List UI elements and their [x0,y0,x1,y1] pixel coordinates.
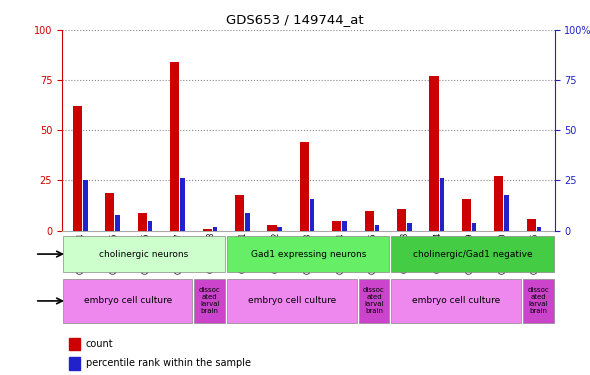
Bar [227,279,356,323]
Bar [472,223,477,231]
Bar [300,142,309,231]
Text: embryo cell culture: embryo cell culture [84,296,172,305]
Bar [170,62,179,231]
Bar [245,213,250,231]
Bar [83,180,87,231]
Bar [365,211,373,231]
Text: embryo cell culture: embryo cell culture [248,296,336,305]
Bar [202,229,212,231]
Text: cholinergic neurons: cholinergic neurons [100,250,189,259]
Bar [63,279,192,323]
Bar [70,357,80,370]
Text: dissoc
ated
larval
brain: dissoc ated larval brain [199,287,221,314]
Bar [267,225,277,231]
Bar [494,177,503,231]
Bar [227,236,389,272]
Bar [63,236,225,272]
Bar [310,198,314,231]
Bar [235,195,244,231]
Text: percentile rank within the sample: percentile rank within the sample [86,358,251,368]
Text: dissoc
ated
larval
brain: dissoc ated larval brain [363,287,385,314]
Bar [277,226,282,231]
Bar [332,220,342,231]
Bar [138,213,147,231]
Text: embryo cell culture: embryo cell culture [412,296,500,305]
Bar [375,225,379,231]
Bar [430,76,438,231]
Bar [359,279,389,323]
Bar [116,214,120,231]
Text: Gad1 expressing neurons: Gad1 expressing neurons [251,250,366,259]
Bar [181,178,185,231]
Bar [342,220,347,231]
Bar [537,226,541,231]
Text: dissoc
ated
larval
brain: dissoc ated larval brain [527,287,549,314]
Bar [73,106,82,231]
Bar [407,223,412,231]
Text: GDS653 / 149744_at: GDS653 / 149744_at [226,13,364,26]
Bar [70,338,80,350]
Bar [440,178,444,231]
Bar [504,195,509,231]
Bar [212,226,217,231]
Bar [194,279,225,323]
Bar [106,192,114,231]
Bar [148,220,152,231]
Text: cholinergic/Gad1 negative: cholinergic/Gad1 negative [412,250,532,259]
Bar [527,219,536,231]
Bar [462,198,471,231]
Bar [397,209,406,231]
Bar [523,279,553,323]
Text: count: count [86,339,113,349]
Bar [391,236,553,272]
Bar [391,279,521,323]
